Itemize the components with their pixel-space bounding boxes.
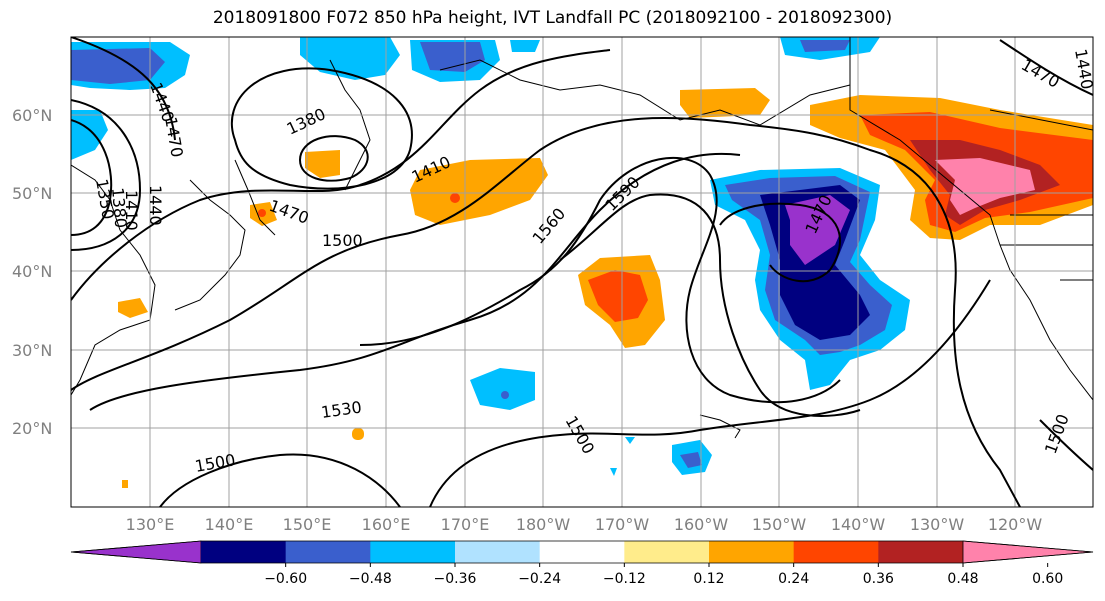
colorbar-tick-label: −0.24 bbox=[518, 571, 561, 587]
lon-label: 170°W bbox=[595, 515, 650, 534]
colorbar-segment bbox=[709, 541, 795, 563]
colorbar-outline bbox=[70, 540, 1094, 564]
colorbar-tick-label: −0.48 bbox=[349, 571, 392, 587]
longitude-labels: 130°E 140°E 150°E 160°E 170°E 180°W 170°… bbox=[126, 515, 1043, 534]
lon-label: 140°E bbox=[205, 515, 254, 534]
contour-label: 1440 bbox=[146, 185, 165, 226]
lat-label: 40°N bbox=[12, 262, 52, 281]
colorbar-tick-label: −0.60 bbox=[264, 571, 307, 587]
colorbar-segment bbox=[539, 541, 625, 563]
lon-label: 150°E bbox=[283, 515, 332, 534]
lon-label: 140°W bbox=[831, 515, 886, 534]
lon-label: 130°E bbox=[126, 515, 175, 534]
lon-label: 150°W bbox=[752, 515, 807, 534]
lon-label: 170°E bbox=[441, 515, 490, 534]
graticule bbox=[71, 37, 1093, 507]
colorbar-ticks: −0.60 −0.48 −0.36 −0.24 −0.12 0.12 0.24 0.36 0.4… bbox=[264, 563, 1063, 587]
colorbar-segment bbox=[455, 541, 541, 563]
colorbar bbox=[70, 540, 1094, 564]
colorbar-segment bbox=[793, 541, 879, 563]
contour-label: 1440 bbox=[1071, 47, 1097, 90]
lon-label: 120°W bbox=[988, 515, 1043, 534]
lat-label: 30°N bbox=[12, 341, 52, 360]
lat-label: 50°N bbox=[12, 184, 52, 203]
lon-label: 160°E bbox=[362, 515, 411, 534]
colorbar-tick-label: −0.12 bbox=[603, 571, 646, 587]
lon-label: 180°W bbox=[516, 515, 571, 534]
colorbar-segment bbox=[878, 541, 964, 563]
lat-label: 60°N bbox=[12, 106, 52, 125]
colorbar-tick-label: 0.60 bbox=[1032, 571, 1063, 587]
contour-label: 1410 bbox=[122, 190, 141, 231]
contour-label: 1500 bbox=[322, 231, 363, 250]
contour-label: 1380 bbox=[108, 187, 130, 229]
colorbar-tick-label: 0.48 bbox=[947, 571, 978, 587]
lon-label: 160°W bbox=[674, 515, 729, 534]
lon-label: 130°W bbox=[910, 515, 965, 534]
colorbar-segment bbox=[285, 541, 371, 563]
height-contours bbox=[71, 37, 1093, 507]
lat-label: 20°N bbox=[12, 419, 52, 438]
colorbar-tick-label: 0.36 bbox=[863, 571, 894, 587]
map-title: 2018091800 F072 850 hPa height, IVT Land… bbox=[212, 8, 893, 28]
colorbar-tick-label: 0.12 bbox=[693, 571, 724, 587]
colorbar-extend-high bbox=[962, 540, 1094, 564]
shading-layer bbox=[71, 37, 1093, 488]
colorbar-tick-label: −0.36 bbox=[434, 571, 477, 587]
colorbar-segment bbox=[370, 541, 456, 563]
colorbar-segment bbox=[201, 541, 287, 563]
map-frame bbox=[70, 36, 1094, 508]
latitude-labels: 60°N 50°N 40°N 30°N 20°N bbox=[12, 106, 52, 438]
colorbar-tick-label: 0.24 bbox=[778, 571, 809, 587]
colorbar-extend-low bbox=[70, 540, 202, 564]
colorbar-segment bbox=[624, 541, 710, 563]
